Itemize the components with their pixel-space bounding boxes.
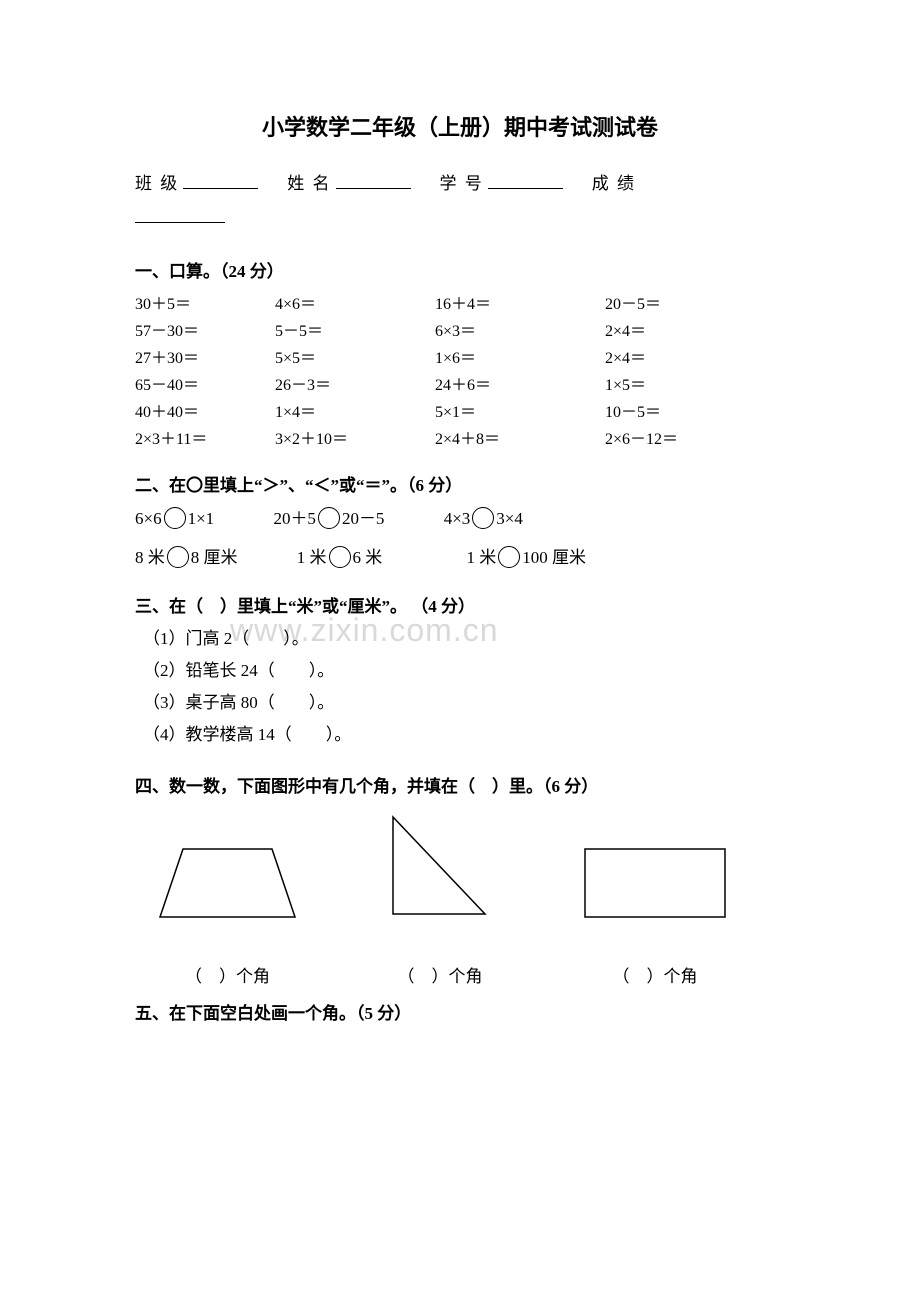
- q3-item: （3）桌子高 80（ ）。: [143, 689, 785, 718]
- q3-title: 三、在（ ）里填上“米”或“厘米”。 （4 分）: [135, 592, 785, 617]
- q1-cell: 2×4＋8＝: [435, 425, 605, 449]
- compare-circle: [318, 507, 340, 529]
- q1-cell: 65－40＝: [135, 371, 275, 395]
- id-label: 学 号: [440, 174, 484, 193]
- q1-cell: 30＋5＝: [135, 290, 275, 314]
- q1-cell: 6×3＝: [435, 317, 605, 341]
- class-blank: [183, 188, 258, 189]
- class-label: 班 级: [135, 174, 179, 193]
- q4-title: 四、数一数，下面图形中有几个角，并填在（ ）里。（6 分）: [135, 772, 785, 797]
- q1-cell: 4×6＝: [275, 290, 435, 314]
- shape-triangle-box: （ ）个角: [385, 812, 495, 987]
- q1-cell: 2×3＋11＝: [135, 425, 275, 449]
- q1-cell: 1×5＝: [605, 371, 785, 395]
- rectangle-icon: [580, 844, 730, 922]
- id-blank: [488, 188, 563, 189]
- q1-cell: 26－3＝: [275, 371, 435, 395]
- q1-cell: 40＋40＝: [135, 398, 275, 422]
- q1-grid: 30＋5＝ 4×6＝ 16＋4＝ 20－5＝ 57－30＝ 5－5＝ 6×3＝ …: [135, 290, 785, 449]
- q1-cell: 5×1＝: [435, 398, 605, 422]
- student-info-line: 班 级 姓 名 学 号 成 绩: [135, 167, 785, 235]
- q1-cell: 5×5＝: [275, 344, 435, 368]
- compare-circle: [472, 507, 494, 529]
- q1-cell: 10－5＝: [605, 398, 785, 422]
- shape-trapezoid-box: （ ）个角: [155, 812, 300, 987]
- q3-item: （4）教学楼高 14（ ）。: [143, 721, 785, 750]
- q3-item: （2）铅笔长 24（ ）。: [143, 657, 785, 686]
- shape-label: （ ）个角: [385, 962, 495, 987]
- exam-title: 小学数学二年级（上册）期中考试测试卷: [135, 110, 785, 142]
- q1-cell: 57－30＝: [135, 317, 275, 341]
- score-label: 成 绩: [592, 174, 636, 193]
- shape-label: （ ）个角: [155, 962, 300, 987]
- q1-cell: 1×4＝: [275, 398, 435, 422]
- q5-title: 五、在下面空白处画一个角。（5 分）: [135, 999, 785, 1024]
- compare-circle: [498, 546, 520, 568]
- q1-cell: 2×4＝: [605, 344, 785, 368]
- q1-cell: 5－5＝: [275, 317, 435, 341]
- trapezoid-icon: [155, 844, 300, 922]
- q2-row1: 6×61×1 20＋520－5 4×33×4: [135, 504, 785, 531]
- q1-cell: 27＋30＝: [135, 344, 275, 368]
- score-blank: [135, 222, 225, 223]
- q1-cell: 2×4＝: [605, 317, 785, 341]
- triangle-icon: [385, 812, 495, 922]
- q2-title: 二、在〇里填上“＞”、“＜”或“＝”。（6 分）: [135, 471, 785, 496]
- name-blank: [336, 188, 411, 189]
- q1-cell: 20－5＝: [605, 290, 785, 314]
- shape-rectangle-box: （ ）个角: [580, 812, 730, 987]
- q2-row2: 8 米8 厘米 1 米6 米 1 米100 厘米: [135, 543, 785, 570]
- shape-label: （ ）个角: [580, 962, 730, 987]
- q1-title: 一、口算。（24 分）: [135, 257, 785, 282]
- name-label: 姓 名: [287, 174, 331, 193]
- compare-circle: [167, 546, 189, 568]
- q3-item: （1）门高 2（ ）。: [143, 625, 785, 654]
- q1-cell: 3×2＋10＝: [275, 425, 435, 449]
- q1-cell: 16＋4＝: [435, 290, 605, 314]
- q1-cell: 2×6－12＝: [605, 425, 785, 449]
- q1-cell: 1×6＝: [435, 344, 605, 368]
- q1-cell: 24＋6＝: [435, 371, 605, 395]
- compare-circle: [164, 507, 186, 529]
- compare-circle: [329, 546, 351, 568]
- q4-shapes-row: （ ）个角 （ ）个角 （ ）个角: [155, 812, 785, 987]
